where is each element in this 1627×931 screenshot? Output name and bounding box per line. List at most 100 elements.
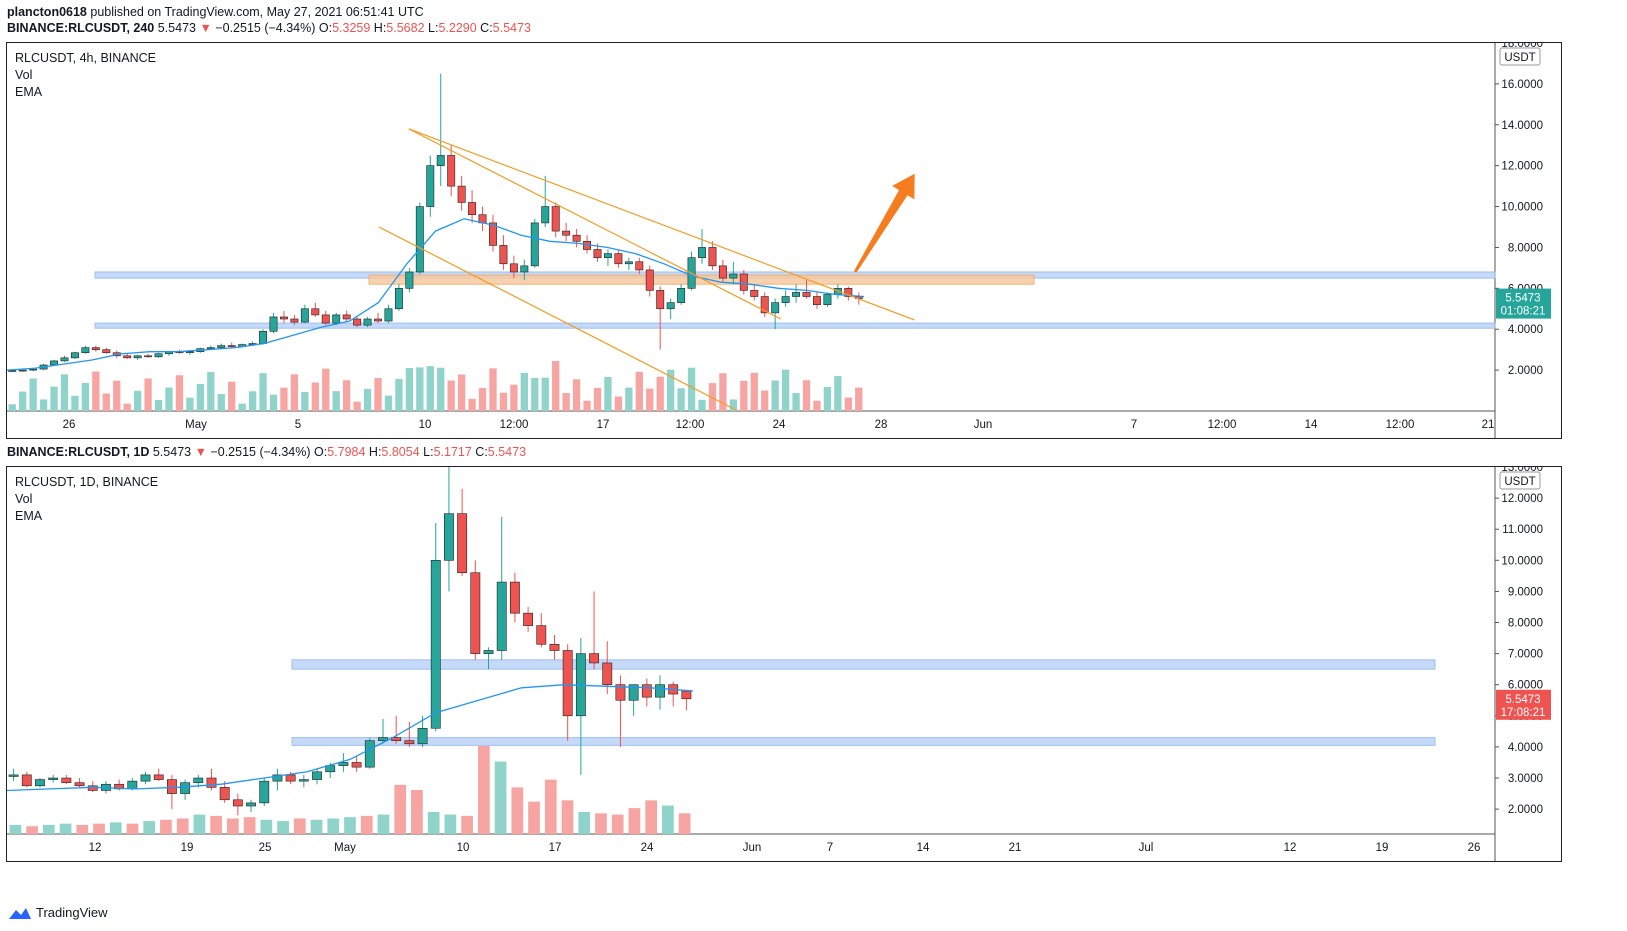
candle-body	[60, 357, 69, 362]
price-tick: 7.0000	[1508, 649, 1543, 661]
volume-bar	[353, 401, 361, 411]
candle-body	[457, 185, 466, 203]
candle-body	[681, 690, 692, 700]
volume-bar	[677, 388, 685, 411]
volume-bar	[572, 379, 581, 411]
legend-symbol[interactable]: RLCUSDT, 1D, BINANCE	[15, 475, 159, 489]
volume-bar	[562, 393, 570, 411]
candle-body	[227, 345, 236, 347]
volume-bar	[561, 800, 574, 834]
candle-body	[18, 369, 27, 372]
time-tick: Jul	[1139, 842, 1154, 854]
volume-bar	[360, 815, 373, 834]
price-badge-value: 5.5473	[1505, 694, 1540, 706]
volume-bar	[8, 404, 16, 411]
volume-bar	[81, 382, 90, 411]
support-zone-1	[94, 322, 1496, 329]
candle-body	[144, 355, 153, 358]
volume-bar	[834, 376, 842, 411]
volume-bar	[645, 800, 658, 834]
volume-bar	[444, 814, 457, 834]
volume-bar	[175, 375, 184, 411]
time-tick: 19	[181, 842, 194, 854]
time-tick: 21	[1009, 842, 1022, 854]
volume-bar	[210, 815, 223, 834]
candle-body	[447, 155, 456, 187]
close-value: 5.5473	[492, 21, 531, 35]
volume-bar	[729, 399, 738, 411]
chart-svg-4h[interactable]: 16.000014.000012.000010.00008.00006.0000…	[7, 43, 1561, 438]
candle-body	[781, 296, 790, 303]
volume-bar	[405, 368, 414, 411]
volume-bar	[133, 390, 142, 411]
candle-body	[802, 292, 811, 297]
legend-symbol[interactable]: RLCUSDT, 4h, BINANCE	[15, 51, 157, 65]
candle-body	[572, 234, 581, 242]
volume-bar	[457, 374, 466, 411]
last-price: 5.5473	[152, 445, 192, 459]
volume-bar	[311, 382, 319, 411]
tradingview-logo-icon	[9, 907, 31, 919]
price-badge	[1496, 689, 1551, 720]
candle-body	[342, 314, 351, 320]
chart-svg-1d[interactable]: 12.0000 11.0000 10.0000 9.0000 8.0000 7.0000 6…	[7, 467, 1561, 861]
support-zone-0	[291, 659, 1436, 670]
volume-bar	[193, 814, 206, 834]
trendline-0	[408, 128, 915, 321]
candle-body	[677, 288, 686, 303]
volume-bar	[332, 391, 340, 411]
tradingview-brand[interactable]: TradingView	[8, 905, 108, 920]
volume-bar	[290, 374, 299, 411]
close-label: C:	[475, 445, 488, 459]
candle-body	[655, 684, 665, 698]
price-tick: 2.0000	[1508, 365, 1543, 377]
legend-ema[interactable]: EMA	[15, 85, 43, 99]
volume-bar	[698, 399, 706, 411]
candle-body	[760, 296, 769, 314]
time-tick: Jun	[974, 419, 993, 431]
volume-bar	[374, 377, 382, 411]
volume-bar	[427, 812, 440, 834]
candle-body	[378, 737, 388, 741]
candle-body	[298, 779, 309, 782]
candle-body	[541, 206, 550, 224]
candle-body	[290, 318, 299, 323]
high-label: H:	[368, 445, 382, 459]
chart-pane-4h[interactable]	[6, 42, 1562, 439]
candle-body	[457, 513, 468, 574]
price-tick: 16.0000	[1501, 79, 1543, 91]
candle-body	[219, 787, 230, 801]
volume-bar	[394, 784, 407, 834]
candle-body	[509, 263, 518, 273]
candle-body	[489, 222, 497, 246]
candle-body	[468, 202, 477, 216]
candle-body	[285, 774, 296, 782]
volume-bar	[447, 380, 455, 411]
legend-vol[interactable]: Vol	[15, 68, 33, 82]
candle-body	[123, 355, 132, 359]
candle-body	[656, 290, 665, 310]
candle-body	[628, 684, 639, 701]
candle-body	[279, 316, 288, 320]
candle-body	[729, 273, 738, 279]
time-tick: 24	[641, 842, 654, 854]
candle-body	[520, 265, 529, 273]
candle-body	[127, 780, 138, 790]
legend-vol[interactable]: Vol	[15, 492, 33, 506]
candle-body	[739, 273, 748, 291]
volume-bar	[511, 787, 524, 834]
candle-body	[61, 777, 72, 783]
price-badge	[1496, 288, 1551, 319]
chart-pane-1d[interactable]	[6, 466, 1562, 862]
low-label: L:	[423, 445, 434, 459]
currency-badge	[1499, 47, 1541, 66]
volume-bar	[363, 388, 372, 411]
time-tick: 12:00	[1386, 419, 1415, 431]
candle-body	[415, 206, 424, 273]
author-name[interactable]: plancton0618	[7, 5, 87, 19]
volume-bar	[59, 823, 72, 834]
candle-body	[193, 777, 204, 783]
volume-bar	[625, 387, 633, 411]
candle-body	[430, 560, 441, 729]
legend-ema[interactable]: EMA	[15, 509, 43, 523]
